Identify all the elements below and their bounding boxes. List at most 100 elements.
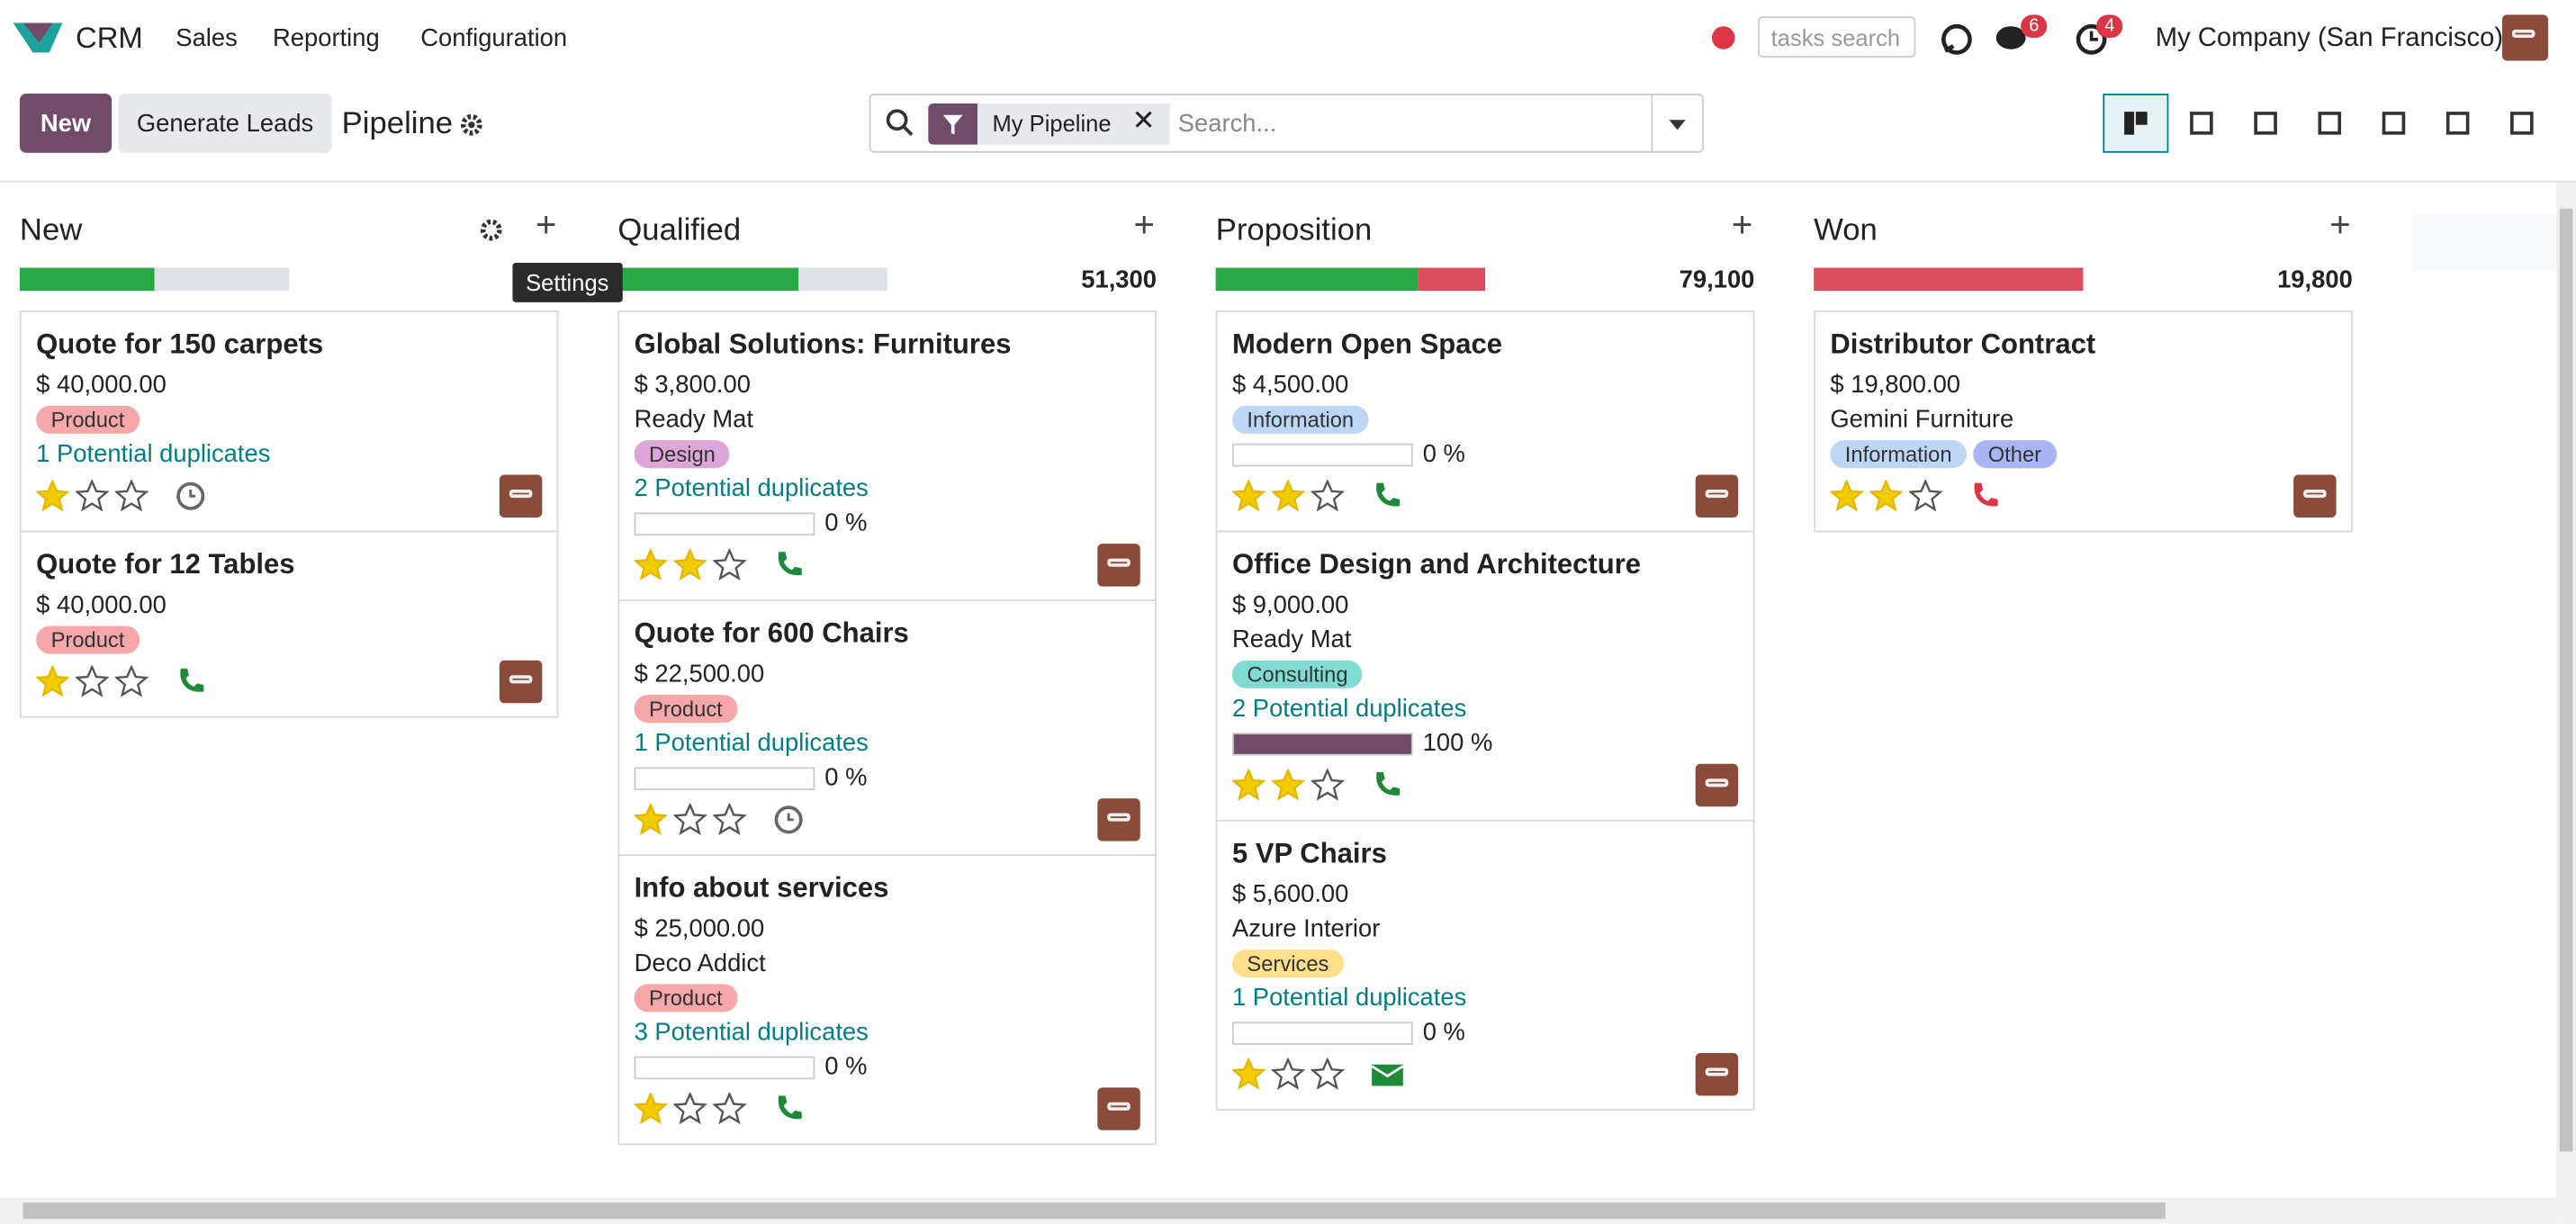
duplicates-link[interactable]: 3 Potential duplicates <box>634 1018 869 1047</box>
view-button[interactable] <box>2425 94 2490 153</box>
activity-icon[interactable] <box>772 549 808 582</box>
star-filled[interactable] <box>36 665 72 698</box>
duplicates-link[interactable]: 1 Potential duplicates <box>1231 984 1467 1012</box>
star-empty[interactable] <box>1908 479 1945 513</box>
star-empty[interactable] <box>1311 1058 1347 1091</box>
lead-card[interactable]: Modern Open Space $ 4,500.00 Information 0 … <box>1215 310 1755 533</box>
lead-card[interactable]: Office Design and Architecture $ 9,000.00… <box>1215 530 1755 822</box>
v-scrollbar[interactable] <box>2556 182 2576 1224</box>
star-empty[interactable] <box>713 548 749 582</box>
star-empty[interactable] <box>75 479 112 513</box>
star-empty[interactable] <box>673 1092 709 1126</box>
facet-remove[interactable]: ✕ <box>1131 104 1156 137</box>
star-empty[interactable] <box>114 665 151 698</box>
menu-item[interactable]: Reporting <box>272 24 380 53</box>
phone <box>778 1095 802 1120</box>
assignee-avatar[interactable] <box>1097 1087 1140 1130</box>
tag-list: Product <box>36 405 542 440</box>
star-empty[interactable] <box>1311 769 1347 802</box>
star-filled[interactable] <box>1271 479 1308 513</box>
star-empty[interactable] <box>1271 1058 1308 1091</box>
assignee-avatar[interactable] <box>1695 763 1739 807</box>
assignee-avatar[interactable] <box>499 660 543 704</box>
star-filled[interactable] <box>634 548 671 582</box>
app-name[interactable]: CRM <box>75 21 143 55</box>
star-filled[interactable] <box>1231 479 1268 513</box>
lead-card[interactable]: Quote for 12 Tables $ 40,000.00 Product <box>19 530 559 718</box>
quick-create[interactable]: + <box>2329 203 2351 245</box>
star-filled[interactable] <box>1231 769 1268 802</box>
lead-card[interactable]: 5 VP Chairs $ 5,600.00 Azure Interior Servi… <box>1215 819 1755 1111</box>
star-empty[interactable] <box>75 665 112 698</box>
breadcrumb: Pipeline <box>341 106 454 141</box>
search-input[interactable]: Search... <box>1177 110 1277 139</box>
activity-icon[interactable] <box>1370 769 1406 802</box>
assignee-avatar[interactable] <box>1097 544 1140 587</box>
column-settings[interactable] <box>478 217 504 243</box>
assignee-avatar[interactable] <box>499 474 543 518</box>
record-indicator[interactable] <box>1711 26 1735 50</box>
star-filled[interactable] <box>36 479 72 513</box>
duplicates-link[interactable]: 1 Potential duplicates <box>36 440 271 469</box>
settings-gear[interactable] <box>460 113 483 137</box>
assignee-avatar[interactable] <box>2293 474 2337 518</box>
activity-icon[interactable] <box>1370 480 1406 513</box>
lead-card[interactable]: Quote for 150 carpets $ 40,000.00 Product 1… <box>19 310 559 533</box>
star-filled[interactable] <box>1869 479 1905 513</box>
h-scrollbar[interactable] <box>0 1197 2557 1224</box>
activity-icon[interactable] <box>174 665 210 698</box>
star-empty[interactable] <box>114 479 151 513</box>
star-filled[interactable] <box>1271 769 1308 802</box>
assignee-avatar[interactable] <box>1695 474 1739 518</box>
star-filled[interactable] <box>634 1092 671 1126</box>
search-box[interactable] <box>869 94 1704 153</box>
messages-icon[interactable] <box>1995 23 2031 57</box>
star-filled[interactable] <box>673 548 709 582</box>
card-company: Azure Interior <box>1231 914 1381 943</box>
user-avatar[interactable] <box>2501 14 2549 61</box>
add-column[interactable] <box>2411 213 2557 270</box>
search-toggle[interactable] <box>1651 94 1703 153</box>
menu-item[interactable]: Configuration <box>420 24 568 53</box>
activities-icon[interactable] <box>2075 22 2111 58</box>
duplicates-link[interactable]: 1 Potential duplicates <box>634 729 869 758</box>
new-button[interactable]: New <box>19 94 113 153</box>
lead-card[interactable]: Quote for 600 Chairs $ 22,500.00 Product 1 … <box>617 599 1157 856</box>
card-list: Quote for 150 carpets $ 40,000.00 Product 1… <box>19 310 559 718</box>
quick-create[interactable]: + <box>1133 203 1155 245</box>
company-switcher[interactable]: My Company (San Francisco) <box>2155 24 2504 53</box>
view-button[interactable] <box>2103 94 2169 153</box>
view-button[interactable] <box>2360 94 2426 153</box>
star-empty[interactable] <box>713 1092 749 1126</box>
lead-card[interactable]: Info about services $ 25,000.00 Deco Addic… <box>617 854 1157 1146</box>
activity-icon[interactable] <box>1968 480 2004 513</box>
view-button[interactable] <box>2489 94 2553 153</box>
star-filled[interactable] <box>1830 479 1866 513</box>
duplicates-link[interactable]: 2 Potential duplicates <box>634 474 869 503</box>
star-filled[interactable] <box>634 803 671 837</box>
view-button[interactable] <box>2232 94 2297 153</box>
star-empty[interactable] <box>1311 479 1347 513</box>
duplicates-link[interactable]: 2 Potential duplicates <box>1231 695 1467 724</box>
star-empty[interactable] <box>673 803 709 837</box>
lead-card[interactable]: Distributor Contract $ 19,800.00 Gemini Fu… <box>1814 310 2353 533</box>
view-button[interactable] <box>2296 94 2361 153</box>
messages-badge: 6 <box>2021 14 2048 38</box>
activity-icon[interactable] <box>772 804 808 837</box>
assignee-avatar[interactable] <box>1097 798 1140 842</box>
tasks-search[interactable]: tasks search <box>1758 16 1916 58</box>
quick-create[interactable]: + <box>536 203 557 245</box>
star-filled[interactable] <box>1231 1058 1268 1091</box>
voip-icon[interactable] <box>1939 22 1975 58</box>
view-glyph <box>2317 112 2341 135</box>
quick-create[interactable]: + <box>1731 203 1753 245</box>
activity-icon[interactable] <box>1370 1058 1406 1091</box>
lead-card[interactable]: Global Solutions: Furnitures $ 3,800.00 Re… <box>617 310 1157 602</box>
activity-icon[interactable] <box>174 480 210 513</box>
star-empty[interactable] <box>713 803 749 837</box>
generate-leads-button[interactable]: Generate Leads <box>118 94 332 153</box>
assignee-avatar[interactable] <box>1695 1053 1739 1096</box>
menu-item[interactable]: Sales <box>176 24 238 53</box>
activity-icon[interactable] <box>772 1093 808 1126</box>
view-button[interactable] <box>2168 94 2233 153</box>
